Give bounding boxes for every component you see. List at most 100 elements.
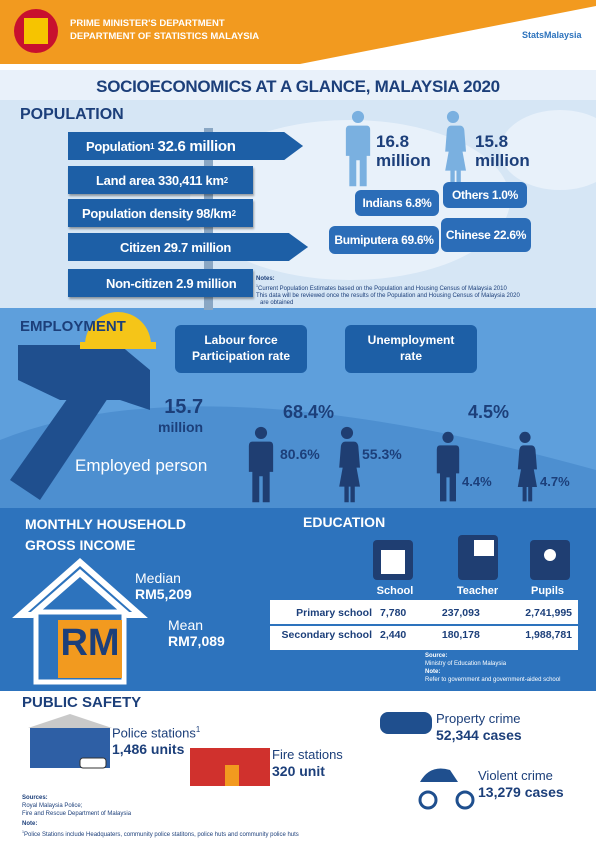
source: Fire and Rescue Department of Malaysia: [22, 811, 132, 817]
label: Median: [135, 570, 181, 586]
column-header: Pupils: [530, 585, 564, 597]
source: Ministry of Education Malaysia: [425, 661, 507, 667]
value: 98/km: [196, 205, 232, 221]
cell: 180,178: [441, 629, 480, 641]
source-title: Source:: [425, 653, 448, 659]
value: 32.6 million: [157, 137, 236, 155]
name: Indians: [362, 196, 403, 210]
brand: StatsMalaysia: [522, 30, 582, 40]
ethnic-bubble: Others 1.0%: [443, 182, 527, 208]
male-unemployment: 4.4%: [462, 474, 492, 489]
ethnic-bubble: Chinese 22.6%: [441, 218, 531, 252]
education-table: Primary school 7,780 237,093 2,741,995 Seco…: [272, 602, 576, 646]
sup: 1: [195, 725, 201, 734]
value: 2.9 million: [176, 275, 237, 291]
name: Chinese: [445, 228, 491, 242]
unit: million: [475, 151, 530, 170]
note: Police Stations include Headquaters, com…: [24, 832, 299, 838]
notes-title: Notes:: [256, 276, 275, 282]
label: Property crime: [436, 711, 521, 726]
sign: Land area 330,411 km 2: [68, 166, 253, 194]
sup: 2: [231, 208, 236, 218]
label: Land area: [96, 172, 155, 188]
section-heading: MONTHLY HOUSEHOLD GROSS INCOME: [25, 514, 186, 556]
value: 52,344 cases: [436, 727, 522, 743]
value: 29.7 million: [163, 239, 232, 255]
sup: 2: [223, 175, 228, 185]
ethnic-bubble: Bumiputera 69.6%: [329, 226, 439, 254]
section-heading: EDUCATION: [303, 514, 386, 530]
ethnic-bubble: Indians 6.8%: [355, 190, 439, 216]
column-header: School: [376, 585, 414, 597]
note-title: Note:: [22, 821, 38, 827]
section-heading: EMPLOYMENT: [20, 318, 126, 335]
value: 22.6%: [493, 228, 527, 242]
source: Royal Malaysia Police;: [22, 803, 83, 809]
unit: million: [376, 151, 431, 170]
value: 330,411 km: [158, 172, 224, 188]
sign: Population density 98/km 2: [68, 199, 253, 227]
cell: 2,741,995: [525, 607, 572, 619]
heading-line: MONTHLY HOUSEHOLD: [25, 516, 187, 532]
sup: 1: [22, 830, 24, 834]
title-line: rate: [399, 349, 422, 363]
value: 1.0%: [491, 188, 519, 202]
female-population: 15.8 million: [475, 132, 530, 170]
sign: Citizen 29.7 million: [68, 233, 308, 261]
violent-crime: Violent crime 13,279 cases: [478, 767, 564, 801]
name: Bumiputera: [334, 233, 399, 247]
department-line: PRIME MINISTER'S DEPARTMENT: [70, 18, 225, 29]
note-title: Note:: [425, 669, 441, 675]
median: Median RM5,209: [135, 570, 192, 602]
mean: Mean RM7,089: [168, 617, 225, 649]
employed-label: Employed person: [75, 456, 208, 475]
notes: Notes: 1Current Population Estimates bas…: [256, 276, 520, 307]
note-line: Current Population Estimates based on th…: [258, 286, 507, 292]
value: 15.8: [475, 132, 509, 151]
title-line: Labour force: [204, 333, 278, 347]
label: Police stations: [112, 725, 196, 741]
label: Population: [86, 138, 151, 154]
education-source: Source: Ministry of Education Malaysia N…: [425, 652, 560, 684]
value: 13,279 cases: [478, 784, 564, 800]
property-crime: Property crime 52,344 cases: [436, 710, 522, 744]
cell: Secondary school: [281, 629, 372, 641]
value: 16.8: [376, 132, 410, 151]
column-header: Teacher: [456, 585, 499, 597]
title: SOCIOECONOMICS AT A GLANCE, MALAYSIA 202…: [96, 77, 500, 96]
value: RM7,089: [168, 633, 225, 649]
sup: 1: [150, 141, 155, 151]
sup: 1: [256, 284, 258, 288]
icon-text: RM: [60, 622, 120, 664]
title-line: Participation rate: [191, 349, 291, 363]
label: Violent crime: [478, 768, 553, 783]
unemployment-rate: 4.5%: [468, 402, 510, 422]
male-population: 16.8 million: [376, 132, 431, 170]
row: Secondary school 2,440 180,178 1,988,781: [272, 624, 576, 646]
value: 69.6%: [401, 233, 434, 247]
unit: million: [158, 419, 204, 435]
female-unemployment: 4.7%: [540, 474, 570, 489]
cell: 1,988,781: [525, 629, 572, 641]
sign: Population 1 32.6 million: [68, 132, 303, 160]
safety-notes: Sources: Royal Malaysia Police; Fire and…: [22, 794, 299, 839]
participation-box: Labour force Participation rate: [175, 325, 307, 373]
section-heading: POPULATION: [20, 106, 124, 123]
department: PRIME MINISTER'S DEPARTMENT DEPARTMENT O…: [70, 17, 259, 43]
label: Population density: [82, 205, 193, 221]
label: Non-citizen: [106, 275, 173, 291]
value: 1,486 units: [112, 741, 185, 758]
employed: 15.7 million: [158, 397, 203, 437]
fire: Fire stations 320 unit: [272, 746, 343, 780]
note-line: This data will be reviewed once the resu…: [256, 293, 520, 299]
participation-rate: 68.4%: [283, 402, 335, 422]
note-line: are obtained: [260, 300, 294, 306]
value: 6.8%: [405, 196, 432, 210]
heading-line: GROSS INCOME: [25, 537, 136, 553]
name: Others: [451, 188, 489, 202]
cell: 2,440: [380, 629, 407, 641]
department-line: DEPARTMENT OF STATISTICS MALAYSIA: [70, 31, 260, 42]
label: Mean: [168, 617, 204, 633]
label: Fire stations: [272, 747, 343, 762]
